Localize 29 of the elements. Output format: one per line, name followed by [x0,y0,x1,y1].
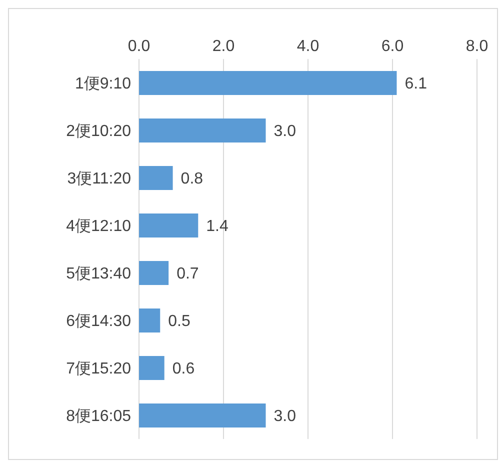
bar [139,308,160,332]
data-label: 0.5 [168,313,190,330]
y-tick-label: 6便14:30 [66,312,132,330]
y-tick-label: 4便12:10 [66,218,132,235]
data-label: 0.8 [180,170,204,188]
x-tick-label: 6.0 [381,38,404,55]
y-tick-label: 7便15:20 [66,360,132,378]
data-label: 3.0 [274,408,296,426]
bar [139,214,198,238]
data-label: 1.4 [206,218,228,236]
y-tick-label: 2便10:20 [66,122,132,140]
data-label: 6.1 [404,76,428,93]
y-tick-label: 5便13:40 [66,265,132,282]
y-tick-label: 3便11:20 [67,170,132,188]
bar [139,356,164,380]
bar [139,118,266,142]
bar [139,166,173,190]
data-label: 3.0 [274,123,296,140]
x-tick-label: 0.0 [128,38,150,55]
data-label: 0.7 [176,266,199,283]
bar [139,261,169,285]
y-tick-label: 8便16:05 [66,408,132,425]
x-tick-label: 4.0 [296,38,320,55]
y-tick-label: 1便9:10 [74,75,132,92]
bar [139,404,266,428]
x-tick-label: 2.0 [212,38,235,55]
data-label: 0.6 [172,360,195,378]
x-tick-label: 8.0 [466,38,488,55]
bar [139,71,397,95]
